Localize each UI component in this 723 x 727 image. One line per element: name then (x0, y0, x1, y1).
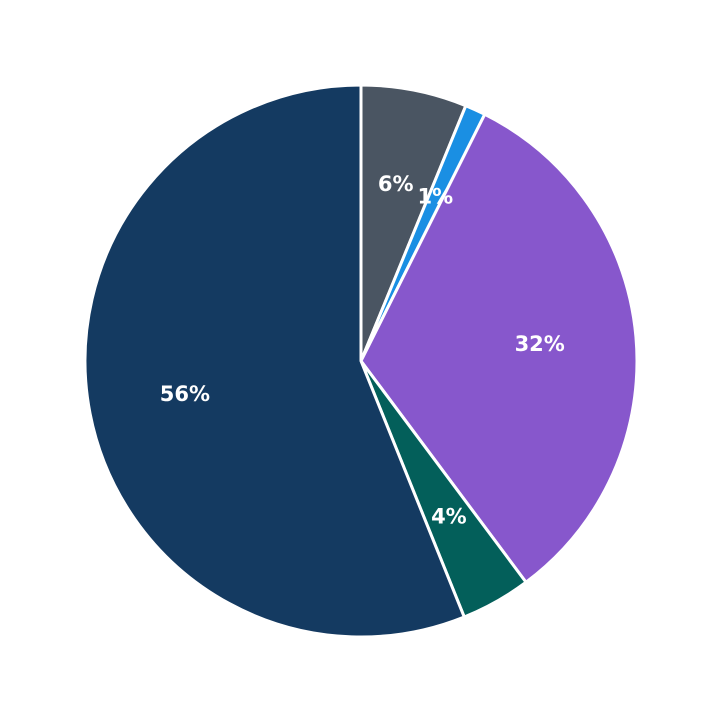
pie-slice (359, 112, 639, 584)
data-label: 6% (378, 172, 414, 196)
data-label: 32% (515, 332, 565, 356)
data-label: 1% (418, 185, 454, 209)
data-label: 56% (160, 382, 210, 406)
data-label: 4% (431, 504, 467, 528)
pie-slice (83, 83, 466, 639)
